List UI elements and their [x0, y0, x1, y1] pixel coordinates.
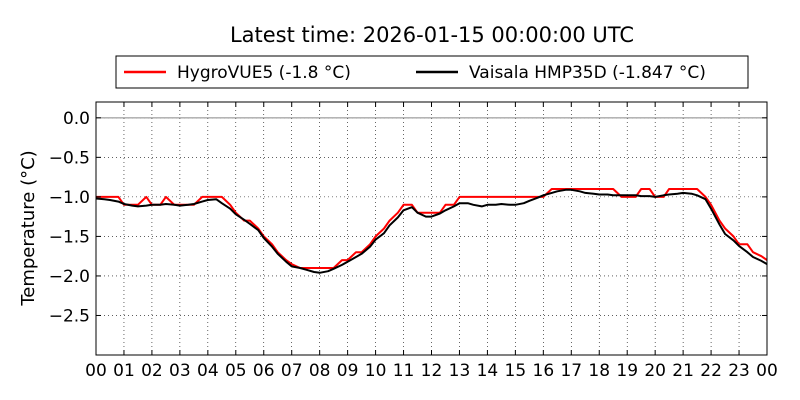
x-tick-label: 12 — [421, 361, 443, 381]
series-line-hygrovue5 — [96, 188, 768, 269]
y-axis: 0.0 −0.5 −1.0 −1.5 −2.0 −2.5 — [49, 109, 767, 326]
chart-title: Latest time: 2026-01-15 00:00:00 UTC — [230, 23, 634, 47]
series-group — [95, 188, 768, 274]
x-tick-label: 19 — [616, 361, 638, 381]
x-tick-label: 18 — [588, 361, 610, 381]
x-tick-label: 13 — [449, 361, 471, 381]
x-tick-label: 04 — [197, 361, 219, 381]
legend: HygroVUE5 (-1.8 °C) Vaisala HMP35D (-1.84… — [115, 55, 749, 89]
y-tick-label: −0.5 — [49, 148, 90, 168]
x-tick-label: 07 — [281, 361, 303, 381]
series-line-vaisala — [95, 188, 768, 274]
x-tick-label: 05 — [225, 361, 247, 381]
y-tick-label: −2.0 — [49, 267, 90, 287]
x-tick-label: 08 — [309, 361, 331, 381]
x-tick-label: 15 — [505, 361, 527, 381]
y-tick-label: −1.0 — [49, 188, 90, 208]
x-tick-label: 17 — [560, 361, 582, 381]
y-tick-label: −1.5 — [49, 227, 90, 247]
y-tick-label: −2.5 — [49, 306, 90, 326]
x-tick-label: 00 — [85, 361, 107, 381]
x-tick-label: 20 — [644, 361, 666, 381]
x-tick-label: 10 — [365, 361, 387, 381]
x-tick-label: 09 — [337, 361, 359, 381]
x-tick-label: 23 — [728, 361, 750, 381]
x-tick-label: 14 — [477, 361, 499, 381]
y-tick-label: 0.0 — [63, 109, 90, 129]
legend-label: HygroVUE5 (-1.8 °C) — [177, 63, 351, 83]
x-tick-label: 11 — [393, 361, 415, 381]
x-tick-label: 16 — [533, 361, 555, 381]
x-tick-label: 00 — [756, 361, 778, 381]
grid — [96, 102, 767, 355]
x-tick-label: 22 — [700, 361, 722, 381]
x-tick-label: 03 — [169, 361, 191, 381]
y-axis-label: Temperature (°C) — [18, 150, 39, 306]
x-tick-label: 21 — [672, 361, 694, 381]
plot-frame — [95, 101, 768, 356]
x-tick-label: 02 — [141, 361, 163, 381]
x-tick-label: 01 — [113, 361, 135, 381]
x-axis: 00 01 02 03 04 05 06 07 08 09 10 11 12 13 14 15 16 17 18 19… — [85, 102, 778, 381]
legend-label: Vaisala HMP35D (-1.847 °C) — [469, 63, 706, 83]
x-tick-label: 06 — [253, 361, 275, 381]
